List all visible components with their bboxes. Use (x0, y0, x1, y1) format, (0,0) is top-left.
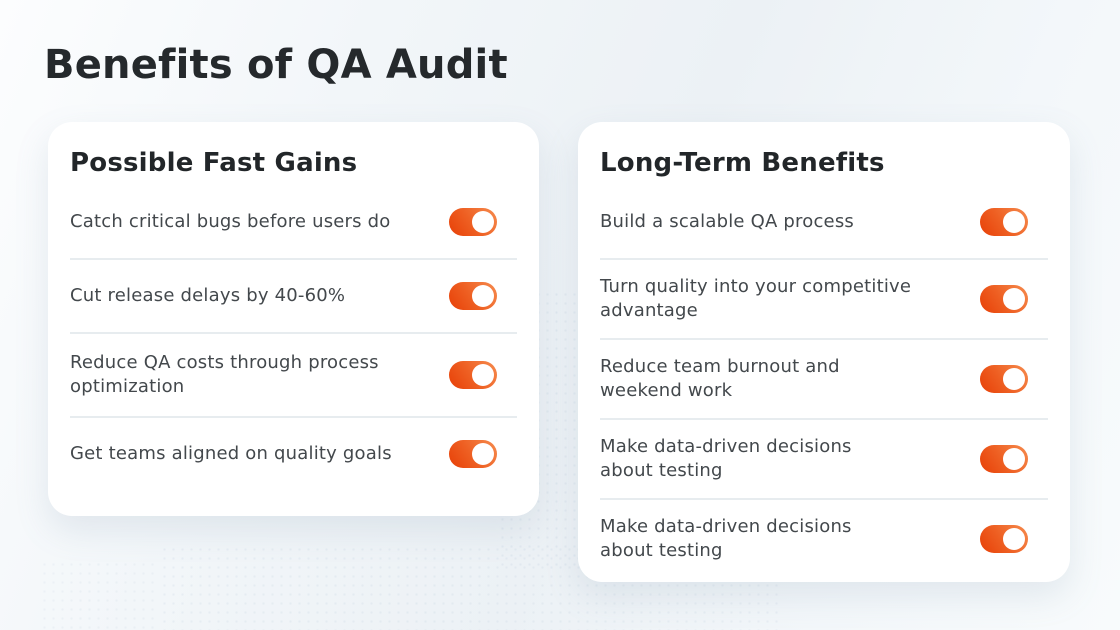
toggle-knob (472, 443, 494, 465)
toggle-switch[interactable] (980, 208, 1028, 236)
benefit-row: Get teams aligned on quality goals (70, 418, 517, 490)
benefit-label: Catch critical bugs before users do (70, 211, 391, 232)
toggle-knob (472, 285, 494, 307)
benefit-row: Make data-driven decisions about testing (600, 500, 1048, 578)
benefit-label: Cut release delays by 40-60% (70, 285, 346, 306)
benefit-label: Reduce team burnout and weekend work (600, 356, 840, 401)
toggle-switch[interactable] (449, 282, 497, 310)
benefit-row: Catch critical bugs before users do (70, 186, 517, 260)
benefit-row: Build a scalable QA process (600, 186, 1048, 260)
page-title: Benefits of QA Audit (44, 42, 508, 88)
toggle-knob (472, 364, 494, 386)
benefit-row: Reduce QA costs through process optimiza… (70, 334, 517, 418)
fast-gains-list: Catch critical bugs before users do Cut … (70, 186, 517, 490)
toggle-switch[interactable] (980, 445, 1028, 473)
toggle-knob (1003, 288, 1025, 310)
benefit-label: Reduce QA costs through process optimiza… (70, 352, 379, 397)
benefit-label: Turn quality into your competitive advan… (600, 276, 912, 321)
toggle-switch[interactable] (980, 525, 1028, 553)
toggle-knob (1003, 448, 1025, 470)
benefit-label: Build a scalable QA process (600, 211, 854, 232)
benefit-label: Get teams aligned on quality goals (70, 443, 392, 464)
toggle-switch[interactable] (449, 208, 497, 236)
toggle-switch[interactable] (980, 365, 1028, 393)
long-term-benefits-card-title: Long-Term Benefits (600, 148, 885, 178)
background-texture (40, 560, 160, 630)
fast-gains-card: Possible Fast Gains Catch critical bugs … (48, 122, 539, 516)
toggle-knob (472, 211, 494, 233)
benefit-row: Reduce team burnout and weekend work (600, 340, 1048, 420)
long-term-benefits-card: Long-Term Benefits Build a scalable QA p… (578, 122, 1070, 582)
benefit-row: Make data-driven decisions about testing (600, 420, 1048, 500)
toggle-switch[interactable] (980, 285, 1028, 313)
benefit-label: Make data-driven decisions about testing (600, 516, 852, 561)
long-term-benefits-list: Build a scalable QA process Turn quality… (600, 186, 1048, 578)
benefit-row: Cut release delays by 40-60% (70, 260, 517, 334)
toggle-knob (1003, 528, 1025, 550)
benefit-row: Turn quality into your competitive advan… (600, 260, 1048, 340)
toggle-switch[interactable] (449, 361, 497, 389)
toggle-switch[interactable] (449, 440, 497, 468)
toggle-knob (1003, 211, 1025, 233)
benefit-label: Make data-driven decisions about testing (600, 436, 852, 481)
toggle-knob (1003, 368, 1025, 390)
fast-gains-card-title: Possible Fast Gains (70, 148, 358, 178)
